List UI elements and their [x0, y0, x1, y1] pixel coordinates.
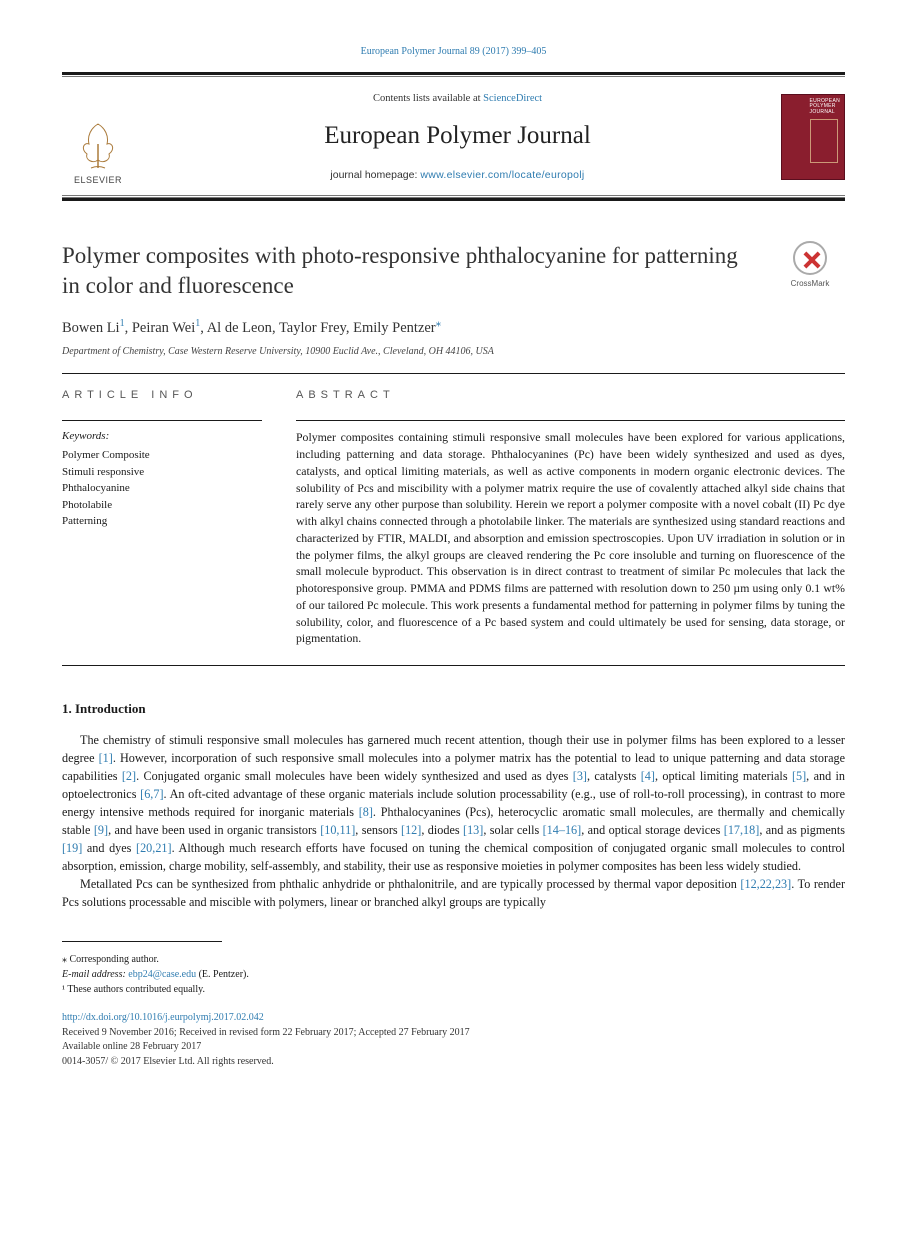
article-history: Received 9 November 2016; Received in re…: [62, 1027, 470, 1038]
body-text: , and have been used in organic transist…: [108, 823, 320, 837]
author[interactable]: Emily Pentzer: [353, 320, 436, 336]
body-text: , and as pigments: [759, 823, 845, 837]
citation-ref[interactable]: [9]: [94, 823, 108, 837]
author[interactable]: Bowen Li: [62, 320, 120, 336]
citation-ref[interactable]: [3]: [573, 769, 587, 783]
citation-ref[interactable]: [8]: [359, 805, 373, 819]
masthead-rule-top: [62, 72, 845, 75]
citation-ref[interactable]: [17,18]: [724, 823, 760, 837]
abstract-text: Polymer composites containing stimuli re…: [296, 429, 845, 647]
homepage-prefix: journal homepage:: [330, 169, 420, 181]
keyword: Phthalocyanine: [62, 480, 262, 497]
cover-label: EUROPEAN POLYMER JOURNAL: [810, 99, 840, 116]
footnote-rule: [62, 941, 222, 948]
email-label: E-mail address:: [62, 969, 128, 980]
abstract-head: ABSTRACT: [296, 388, 845, 404]
body-paragraph: Metallated Pcs can be synthesized from p…: [62, 875, 845, 911]
crossmark-badge[interactable]: CrossMark: [775, 241, 845, 290]
author-email-link[interactable]: ebp24@case.edu: [128, 969, 196, 980]
keyword: Patterning: [62, 513, 262, 530]
citation-ref[interactable]: [1]: [99, 751, 113, 765]
contents-available-line: Contents lists available at ScienceDirec…: [142, 91, 773, 106]
info-rule: [62, 420, 262, 421]
cover-epj-box: [810, 119, 838, 163]
section-heading: 1. Introduction: [62, 700, 845, 719]
body-text: . Although much research efforts have fo…: [62, 841, 845, 873]
info-abstract-row: ARTICLE INFO Keywords: Polymer Composite…: [62, 388, 845, 647]
author[interactable]: Taylor Frey: [279, 320, 346, 336]
body-text: , sensors: [355, 823, 401, 837]
contents-prefix: Contents lists available at: [373, 93, 483, 104]
footnotes: ⁎ Corresponding author. E-mail address: …: [62, 952, 845, 997]
publisher-logo[interactable]: ELSEVIER: [62, 87, 134, 188]
crossmark-label: CrossMark: [791, 279, 830, 288]
keyword: Polymer Composite: [62, 447, 262, 464]
citation-ref[interactable]: [5]: [792, 769, 806, 783]
abstract-col: ABSTRACT Polymer composites containing s…: [296, 388, 845, 647]
citation-ref[interactable]: [10,11]: [320, 823, 355, 837]
keywords-head: Keywords:: [62, 429, 262, 445]
abstract-rule: [296, 420, 845, 421]
article-title: Polymer composites with photo-responsive…: [62, 241, 775, 300]
citation-ref[interactable]: [20,21]: [136, 841, 172, 855]
journal-homepage-link[interactable]: www.elsevier.com/locate/europolj: [420, 169, 584, 181]
affiliation: Department of Chemistry, Case Western Re…: [62, 345, 845, 360]
masthead-rule-bottom: [62, 198, 845, 201]
section-rule: [62, 373, 845, 374]
doi-link[interactable]: http://dx.doi.org/10.1016/j.eurpolymj.20…: [62, 1012, 264, 1023]
citation-ref[interactable]: [6,7]: [140, 787, 163, 801]
article-info-head: ARTICLE INFO: [62, 388, 262, 404]
keyword: Stimuli responsive: [62, 464, 262, 481]
body-text: , diodes: [421, 823, 463, 837]
body-text: , solar cells: [483, 823, 542, 837]
author-note: 1: [120, 318, 125, 329]
citation-ref[interactable]: [14–16]: [543, 823, 582, 837]
section-rule: [62, 665, 845, 666]
masthead-center: Contents lists available at ScienceDirec…: [134, 87, 781, 188]
citation-ref[interactable]: [19]: [62, 841, 82, 855]
corresponding-author-note: ⁎ Corresponding author.: [62, 952, 845, 967]
citation-ref[interactable]: [12,22,23]: [740, 877, 791, 891]
citation-ref[interactable]: [2]: [122, 769, 136, 783]
elsevier-tree-icon: [73, 118, 123, 172]
journal-homepage-line: journal homepage: www.elsevier.com/locat…: [142, 168, 773, 183]
body-text: Metallated Pcs can be synthesized from p…: [80, 877, 740, 891]
author-note: 1: [195, 318, 200, 329]
crossmark-icon: [793, 241, 827, 275]
journal-cover-thumb[interactable]: EUROPEAN POLYMER JOURNAL: [781, 87, 845, 188]
masthead: ELSEVIER Contents lists available at Sci…: [62, 77, 845, 197]
corresponding-mark: ⁎: [436, 317, 442, 329]
available-online: Available online 28 February 2017: [62, 1041, 201, 1052]
authors-line: Bowen Li1, Peiran Wei1, Al de Leon, Tayl…: [62, 316, 845, 339]
article-info-col: ARTICLE INFO Keywords: Polymer Composite…: [62, 388, 262, 647]
citation-ref[interactable]: [12]: [401, 823, 421, 837]
author[interactable]: Peiran Wei: [132, 320, 195, 336]
sciencedirect-link[interactable]: ScienceDirect: [483, 93, 542, 104]
journal-name: European Polymer Journal: [142, 118, 773, 154]
publisher-name: ELSEVIER: [74, 174, 122, 187]
equal-contribution-note: ¹ These authors contributed equally.: [62, 982, 845, 997]
citation-header: European Polymer Journal 89 (2017) 399–4…: [62, 45, 845, 60]
author[interactable]: Al de Leon: [207, 320, 272, 336]
body-text: . Conjugated organic small molecules hav…: [136, 769, 573, 783]
body-text: , and optical storage devices: [581, 823, 724, 837]
citation-ref[interactable]: [4]: [641, 769, 655, 783]
citation-ref[interactable]: [13]: [463, 823, 483, 837]
body-paragraph: The chemistry of stimuli responsive smal…: [62, 731, 845, 875]
body-text: , optical limiting materials: [655, 769, 792, 783]
email-line: E-mail address: ebp24@case.edu (E. Pentz…: [62, 967, 845, 982]
issn-copyright: 0014-3057/ © 2017 Elsevier Ltd. All righ…: [62, 1056, 274, 1067]
email-who: (E. Pentzer).: [196, 969, 249, 980]
keyword: Photolabile: [62, 497, 262, 514]
body-text: and dyes: [82, 841, 136, 855]
doi-block: http://dx.doi.org/10.1016/j.eurpolymj.20…: [62, 1011, 845, 1069]
body-text: , catalysts: [587, 769, 641, 783]
